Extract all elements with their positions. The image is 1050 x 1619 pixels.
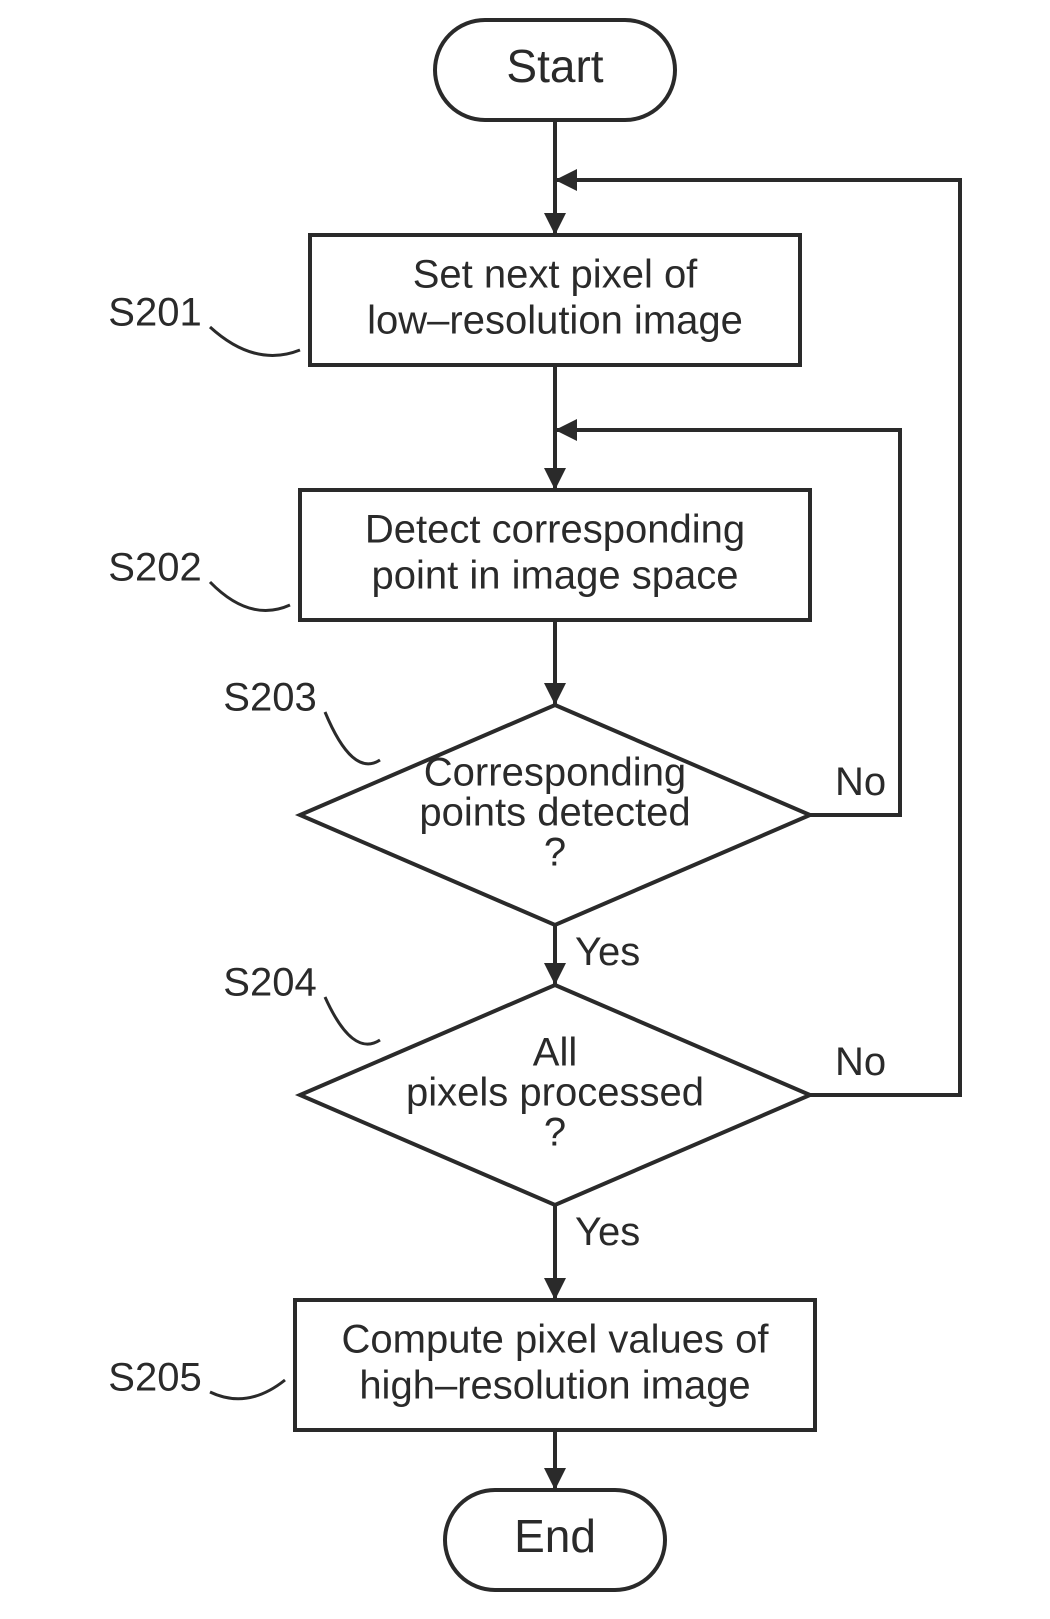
s204-label: S204	[223, 961, 316, 1005]
arrowhead	[544, 468, 566, 490]
s203-no-label: No	[835, 760, 886, 804]
s201-box: Set next pixel oflow–resolution image	[310, 235, 800, 365]
s204-line-0: All	[533, 1031, 577, 1075]
s201-label: S201	[108, 291, 201, 335]
start-terminal-text: Start	[506, 40, 603, 92]
s203-line-1: points detected	[419, 791, 690, 835]
s202-box: Detect correspondingpoint in image space	[300, 490, 810, 620]
s205-box: Compute pixel values ofhigh–resolution i…	[295, 1300, 815, 1430]
s205-line-0: Compute pixel values of	[342, 1318, 770, 1362]
s202-label: S202	[108, 546, 201, 590]
s203-label-connector	[325, 712, 380, 764]
end-terminal-text: End	[514, 1510, 596, 1562]
end-terminal: End	[445, 1490, 665, 1590]
s202-line-1: point in image space	[372, 554, 739, 598]
s203-label: S203	[223, 676, 316, 720]
s204-no-label: No	[835, 1040, 886, 1084]
s203-line-2: ?	[544, 831, 566, 875]
s205-label: S205	[108, 1356, 201, 1400]
s202-line-0: Detect corresponding	[365, 508, 745, 552]
s203-line-0: Corresponding	[424, 751, 686, 795]
s205-label-connector	[210, 1380, 285, 1399]
s201-label-connector	[210, 327, 300, 355]
s204-line-1: pixels processed	[406, 1071, 704, 1115]
s204-line-2: ?	[544, 1111, 566, 1155]
arrowhead	[555, 419, 577, 441]
arrowhead	[544, 963, 566, 985]
arrowhead	[544, 213, 566, 235]
s202-label-connector	[210, 582, 290, 610]
arrowhead	[555, 169, 577, 191]
s204-label-connector	[325, 997, 380, 1044]
s205-line-1: high–resolution image	[359, 1364, 750, 1408]
s204-yes-label: Yes	[575, 1210, 640, 1254]
arrowhead	[544, 1468, 566, 1490]
arrowhead	[544, 683, 566, 705]
s204-diamond: Allpixels processed? Yes No	[300, 985, 886, 1254]
s201-line-1: low–resolution image	[367, 299, 743, 343]
start-terminal: Start	[435, 20, 675, 120]
s203-diamond: Correspondingpoints detected? Yes No	[300, 705, 886, 974]
arrowhead	[544, 1278, 566, 1300]
s203-yes-label: Yes	[575, 930, 640, 974]
s201-line-0: Set next pixel of	[413, 253, 698, 297]
